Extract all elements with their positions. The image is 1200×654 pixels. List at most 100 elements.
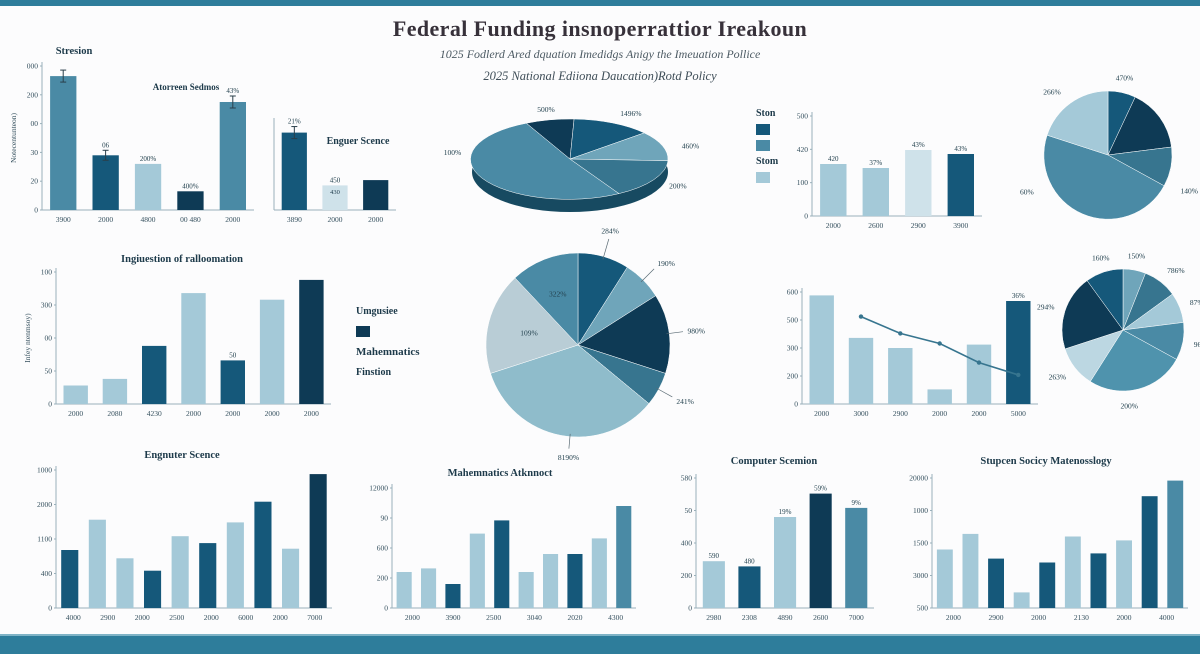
chart-mid-right-pie: 150% 786% 87% 96% 200% 263% 294% 160% [1037, 246, 1200, 418]
svg-text:2000: 2000 [946, 613, 961, 622]
svg-text:2000: 2000 [225, 409, 240, 418]
svg-text:0: 0 [384, 604, 388, 613]
svg-text:3000: 3000 [854, 409, 869, 418]
svg-text:786%: 786% [1167, 266, 1185, 275]
chart-canvas: 150% 786% 87% 96% 200% 263% 294% 160% [1037, 251, 1200, 410]
svg-text:0: 0 [794, 400, 798, 409]
svg-text:Stupcen Socicy Matenosslogy: Stupcen Socicy Matenosslogy [980, 456, 1112, 467]
top-accent-bar [0, 0, 1200, 6]
svg-text:200: 200 [377, 574, 389, 583]
svg-text:2980: 2980 [706, 613, 721, 622]
svg-text:4230: 4230 [147, 409, 162, 418]
svg-text:0: 0 [34, 206, 38, 215]
chart-canvas: 580 50 400 200 0 590 480 19% 59% 9% 2980 2308 4890 26… [681, 456, 874, 622]
svg-text:Enguer Scence: Enguer Scence [327, 136, 390, 147]
svg-text:3040: 3040 [527, 613, 542, 622]
legend-label: Finstion [356, 367, 392, 378]
svg-text:2000: 2000 [826, 221, 841, 230]
svg-text:2000: 2000 [328, 215, 343, 224]
svg-text:160%: 160% [1092, 254, 1110, 263]
svg-text:266%: 266% [1043, 87, 1061, 96]
svg-text:0: 0 [688, 604, 692, 613]
chart-engnuter-scence-bar: 1000 2000 1100 400 0 4000 2900 2000 2500 2000 6000… [20, 446, 338, 624]
svg-text:2000: 2000 [68, 409, 83, 418]
svg-text:7000: 7000 [849, 613, 864, 622]
chart-canvas: 21% 450 3890 2000 2000 Enguer Scence 430 [273, 118, 396, 224]
svg-text:470%: 470% [1116, 73, 1134, 82]
svg-text:460%: 460% [682, 142, 700, 151]
svg-text:2500: 2500 [169, 613, 184, 622]
chart-top-right-pie: 470% 140% 60% 266% [1018, 68, 1198, 246]
svg-text:2600: 2600 [813, 613, 828, 622]
svg-text:2000: 2000 [225, 215, 240, 224]
svg-text:200%: 200% [669, 181, 687, 190]
svg-text:300: 300 [41, 301, 53, 310]
svg-text:2020: 2020 [568, 613, 583, 622]
svg-text:06: 06 [102, 141, 110, 149]
legend-label: Stom [756, 156, 779, 167]
svg-text:36%: 36% [1012, 292, 1025, 300]
svg-text:420: 420 [828, 155, 839, 163]
svg-text:294%: 294% [1037, 303, 1055, 312]
svg-text:2000: 2000 [814, 409, 829, 418]
svg-text:1500: 1500 [913, 539, 928, 548]
svg-text:500: 500 [787, 316, 799, 325]
svg-text:500: 500 [917, 604, 929, 613]
svg-text:100: 100 [41, 268, 53, 277]
svg-text:50: 50 [45, 367, 53, 376]
svg-text:50: 50 [685, 506, 693, 515]
chart-computer-scemion-bar: 580 50 400 200 0 590 480 19% 59% 9% 2980 2308 4890 26… [662, 452, 880, 624]
svg-text:96%: 96% [1194, 340, 1200, 349]
svg-text:50: 50 [229, 351, 237, 359]
svg-text:4000: 4000 [1159, 613, 1174, 622]
chart-enguer-scence-bar: 21% 450 3890 2000 2000 Enguer Scence 430 [262, 96, 402, 226]
svg-text:500: 500 [797, 112, 809, 121]
svg-text:30: 30 [31, 148, 39, 157]
svg-text:7000: 7000 [307, 613, 322, 622]
page-title: Federal Funding insnoperrattior Ireakoun [392, 16, 808, 41]
legend-swatch [756, 140, 770, 151]
chart-3d-pie: 100% 500% 1496% 460% 200% [420, 98, 720, 228]
svg-text:43%: 43% [912, 141, 925, 149]
chart-ston-stom-bar: 500 420 100 0 420 37% 43% 43% 2000 2600 2900 3900 St… [756, 92, 988, 232]
svg-text:2080: 2080 [107, 409, 122, 418]
svg-text:4000: 4000 [66, 613, 81, 622]
svg-text:37%: 37% [869, 159, 882, 167]
svg-text:2000: 2000 [1117, 613, 1132, 622]
svg-text:2900: 2900 [911, 221, 926, 230]
svg-text:Engnuter Scence: Engnuter Scence [144, 450, 220, 461]
svg-text:580: 580 [681, 474, 693, 483]
svg-text:4800: 4800 [141, 215, 156, 224]
svg-text:200%: 200% [140, 155, 157, 163]
svg-text:2000: 2000 [304, 409, 319, 418]
chart-stresion-bar: 000 200 00 30 20 0 06 200% 400% 43% 3900 2000 4800 00… [8, 40, 260, 226]
svg-text:3000: 3000 [913, 571, 928, 580]
svg-text:2600: 2600 [868, 221, 883, 230]
svg-text:3900: 3900 [953, 221, 968, 230]
page-subtitle-2: 2025 National Ediiona Daucation)Rotd Pol… [483, 69, 717, 83]
svg-text:6000: 6000 [238, 613, 253, 622]
svg-text:2500: 2500 [486, 613, 501, 622]
chart-line-bar-combo: 600 500 300 200 0 36% 2000 3000 2900 2000 2000 5000 [772, 278, 1044, 420]
page-subtitle-1: 1025 Fodlerd Ared dquation Imedidgs Anig… [439, 47, 761, 61]
legend-swatch [756, 172, 770, 183]
svg-text:200: 200 [27, 90, 39, 99]
svg-text:43%: 43% [226, 87, 239, 95]
svg-text:200: 200 [787, 372, 799, 381]
svg-text:Mahemnatics Atknnoct: Mahemnatics Atknnoct [448, 468, 553, 479]
svg-text:450: 450 [330, 176, 341, 184]
svg-text:480: 480 [744, 557, 755, 565]
svg-text:190%: 190% [657, 259, 675, 268]
svg-text:1000: 1000 [913, 506, 928, 515]
svg-text:2000: 2000 [204, 613, 219, 622]
svg-text:Ingiuestion of ralloomation: Ingiuestion of ralloomation [121, 254, 243, 265]
svg-text:3890: 3890 [287, 215, 302, 224]
svg-text:2000: 2000 [98, 215, 113, 224]
svg-text:20000: 20000 [909, 474, 928, 483]
svg-text:263%: 263% [1049, 373, 1067, 382]
svg-text:500%: 500% [537, 105, 555, 114]
svg-text:2308: 2308 [742, 613, 757, 622]
svg-text:600: 600 [787, 288, 799, 297]
